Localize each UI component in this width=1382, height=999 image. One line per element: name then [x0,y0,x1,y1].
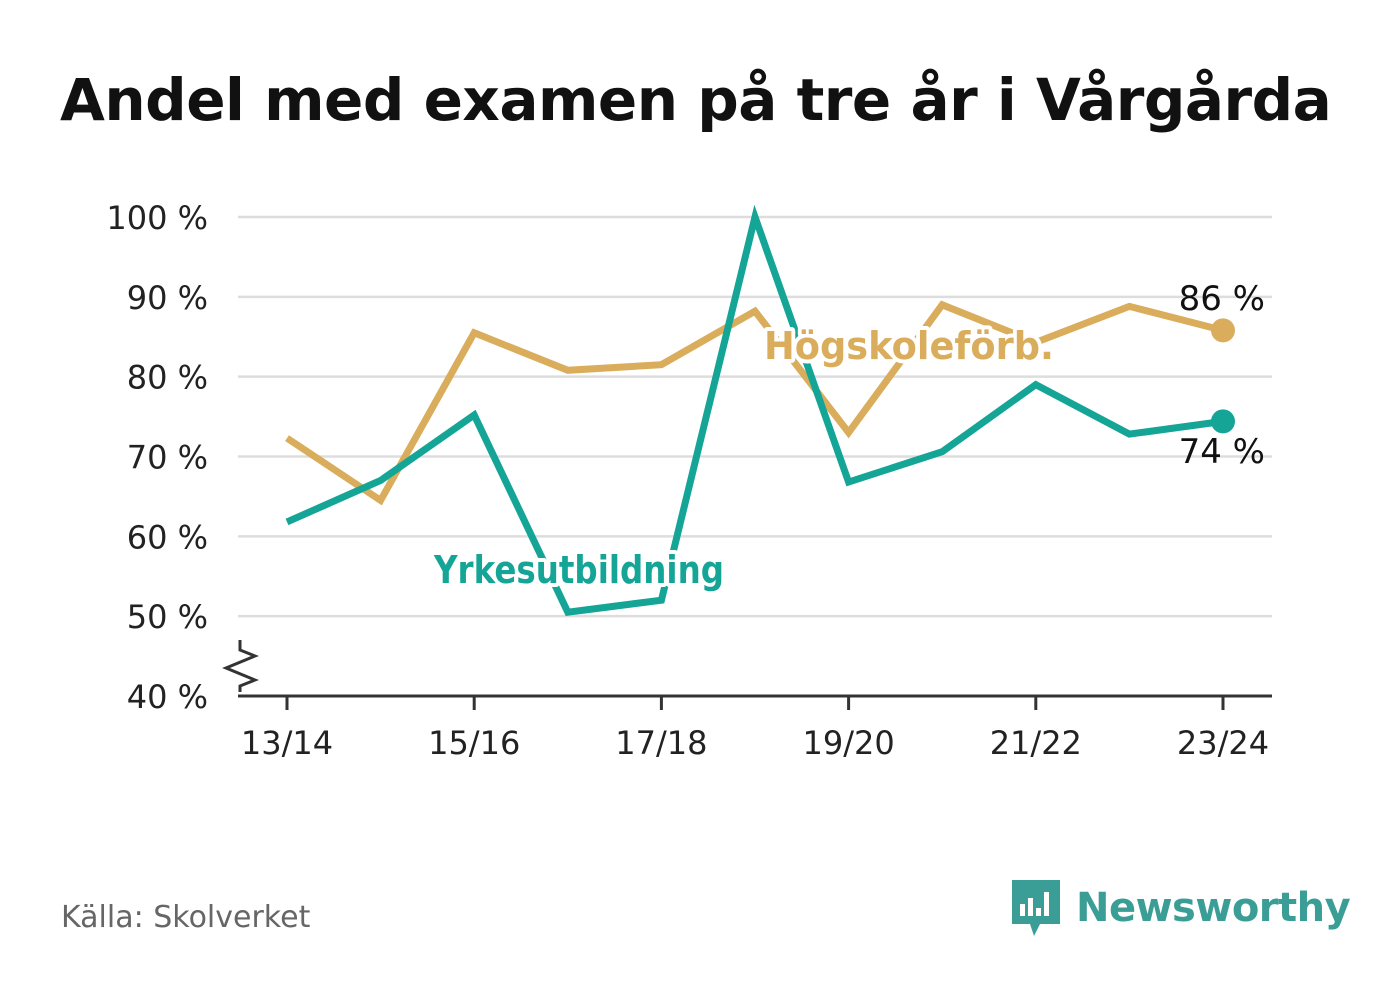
y-tick-label: 70 % [127,439,208,477]
source-note: Källa: Skolverket [61,900,311,935]
series-endpoint-yrkesutbildning [1211,409,1235,434]
brand-logo: Newsworthy [1010,878,1351,938]
y-tick-label: 50 % [127,598,208,636]
series-label-hogskoleforb: Högskoleförb. [764,324,1054,368]
y-tick-label: 80 % [127,359,208,397]
y-tick-label: 90 % [127,279,208,317]
series-line-hogskoleforb [285,300,1224,506]
y-tick-label: 40 % [127,678,208,716]
newsworthy-logo-icon [1012,880,1060,936]
brand-name: Newsworthy [1076,885,1351,931]
end-label-yrkesutbildning: 74 % [1179,432,1265,472]
x-tick-label: 15/16 [428,724,520,762]
x-tick-label: 13/14 [241,724,333,762]
end-label-hogskoleforb: 86 % [1179,279,1265,319]
x-tick-label: 17/18 [615,724,707,762]
y-tick-label: 60 % [127,518,208,556]
x-tick-label: 21/22 [990,724,1082,762]
series-endpoint-hogskoleforb [1211,318,1235,343]
chart-title: Andel med examen på tre år i Vårgårda [60,66,1332,134]
series-label-yrkesutbildning: Yrkesutbildning [433,548,724,592]
axis-break-icon [222,640,259,692]
y-tick-label: 100 % [106,199,208,237]
x-tick-label: 19/20 [802,724,894,762]
x-tick-label: 23/24 [1177,724,1269,762]
series-line-yrkesutbildning [285,204,1224,616]
